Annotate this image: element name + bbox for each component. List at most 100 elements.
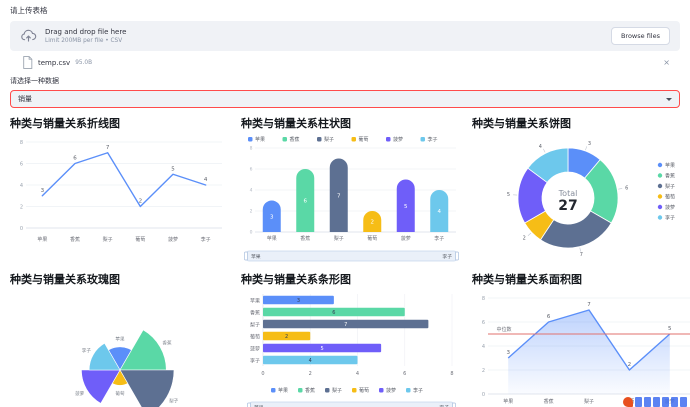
svg-text:4: 4 — [356, 371, 359, 377]
svg-text:李子: 李子 — [665, 214, 675, 221]
svg-text:梨子: 梨子 — [169, 398, 179, 405]
header: 请上传表格 Drag and drop file here Limit 200M… — [0, 0, 690, 108]
bar-chart-title: 种类与销量关系柱状图 — [241, 117, 351, 130]
line-chart-title: 种类与销量关系折线图 — [10, 117, 120, 130]
svg-text:5: 5 — [320, 346, 323, 352]
hbar-chart-title: 种类与销量关系条形图 — [241, 273, 351, 286]
svg-text:李子: 李子 — [439, 404, 449, 407]
chevron-down-icon — [666, 97, 672, 101]
svg-text:8: 8 — [250, 146, 253, 152]
rose-chart-title: 种类与销量关系玫瑰图 — [10, 273, 120, 286]
svg-text:香蕉: 香蕉 — [665, 172, 675, 179]
svg-text:梨子: 梨子 — [334, 235, 344, 242]
line-chart-cell: 种类与销量关系折线图 0 2 4 6 8 3 6 7 2 5 4 苹果 香蕉 梨子 葡萄 菠萝 李子 — [10, 115, 231, 264]
svg-text:葡萄: 葡萄 — [665, 193, 675, 200]
charts-grid: 种类与销量关系折线图 0 2 4 6 8 3 6 7 2 5 4 苹果 香蕉 梨子 葡萄 菠萝 李子 种类与销量… — [0, 108, 690, 407]
svg-text:6: 6 — [304, 199, 308, 205]
svg-text:菠萝: 菠萝 — [386, 387, 396, 394]
svg-text:梨子: 梨子 — [250, 321, 260, 328]
file-dropzone[interactable]: Drag and drop file here Limit 200MB per … — [10, 21, 680, 51]
svg-text:李子: 李子 — [442, 253, 452, 260]
line-chart-canvas[interactable]: 0 2 4 6 8 3 6 7 2 5 4 苹果 香蕉 梨子 葡萄 菠萝 李子 — [10, 132, 230, 248]
hbar-chart-canvas[interactable]: 024683苹果6香蕉7梨子2葡萄5菠萝4李子苹果香蕉梨子葡萄菠萝李子苹果李子 — [241, 288, 462, 407]
svg-text:葡萄: 葡萄 — [359, 387, 369, 394]
svg-text:7: 7 — [580, 252, 583, 258]
svg-text:2: 2 — [482, 368, 485, 374]
cloud-upload-icon — [20, 28, 37, 45]
svg-text:3: 3 — [270, 214, 274, 220]
browse-files-button[interactable]: Browse files — [610, 27, 670, 45]
svg-text:梨子: 梨子 — [324, 136, 334, 143]
dropzone-title: Drag and drop file here — [45, 28, 127, 37]
svg-text:8: 8 — [20, 140, 23, 146]
svg-text:菠萝: 菠萝 — [401, 235, 411, 242]
svg-text:5: 5 — [171, 166, 175, 172]
svg-text:5: 5 — [404, 204, 408, 210]
svg-text:香蕉: 香蕉 — [305, 387, 315, 394]
svg-text:5: 5 — [668, 326, 672, 332]
svg-text:7: 7 — [587, 302, 591, 308]
svg-text:2: 2 — [250, 209, 253, 215]
svg-text:李子: 李子 — [413, 387, 423, 394]
svg-text:葡萄: 葡萄 — [135, 236, 145, 243]
pie-chart-cell: 种类与销量关系饼图 3 6 7 2 5 4 Total 27 苹果 香蕉 梨子 葡萄 菠萝 李子 — [472, 115, 690, 264]
select-label: 请选择一种数据 — [10, 77, 59, 85]
svg-text:7: 7 — [106, 145, 110, 151]
upload-label: 请上传表格 — [10, 6, 48, 15]
svg-text:葡萄: 葡萄 — [115, 390, 125, 397]
svg-text:李子: 李子 — [434, 235, 444, 242]
svg-text:菠萝: 菠萝 — [168, 236, 178, 243]
svg-text:苹果: 苹果 — [254, 404, 264, 407]
remove-file-icon[interactable]: × — [663, 57, 670, 67]
data-select[interactable]: 销量 — [10, 90, 680, 108]
svg-text:李子: 李子 — [428, 136, 438, 143]
svg-text:菠萝: 菠萝 — [250, 345, 260, 352]
svg-text:李子: 李子 — [82, 347, 92, 354]
svg-text:0: 0 — [482, 392, 485, 398]
svg-text:3: 3 — [588, 141, 591, 147]
svg-text:李子: 李子 — [201, 236, 211, 243]
svg-text:27: 27 — [558, 198, 577, 214]
svg-text:2: 2 — [285, 334, 288, 340]
svg-text:香蕉: 香蕉 — [544, 398, 554, 405]
svg-text:苹果: 苹果 — [251, 253, 261, 260]
svg-text:香蕉: 香蕉 — [162, 339, 172, 346]
uploaded-file-size: 95.0B — [75, 59, 93, 66]
svg-text:6: 6 — [625, 186, 628, 192]
svg-text:梨子: 梨子 — [103, 236, 113, 243]
svg-text:6: 6 — [20, 161, 23, 167]
svg-text:葡萄: 葡萄 — [359, 136, 369, 143]
area-chart-canvas[interactable]: 02468中位数36725苹果香蕉梨子葡萄菠萝苹果菠萝 — [472, 288, 690, 407]
svg-text:6: 6 — [482, 320, 485, 326]
svg-text:菠萝: 菠萝 — [665, 398, 675, 405]
file-icon — [22, 56, 33, 69]
svg-text:Total: Total — [558, 189, 578, 198]
svg-text:0: 0 — [261, 371, 264, 377]
svg-text:5: 5 — [507, 192, 510, 198]
svg-text:6: 6 — [403, 371, 406, 377]
uploaded-file-row: temp.csv 95.0B × — [10, 51, 680, 69]
svg-text:4: 4 — [482, 344, 485, 350]
svg-text:香蕉: 香蕉 — [250, 309, 260, 316]
svg-text:中位数: 中位数 — [496, 326, 511, 333]
svg-text:2: 2 — [523, 235, 526, 241]
svg-text:苹果: 苹果 — [665, 162, 675, 169]
uploaded-file-name: temp.csv — [38, 58, 71, 67]
svg-text:梨子: 梨子 — [665, 183, 675, 190]
svg-text:4: 4 — [438, 209, 442, 215]
rose-chart-canvas[interactable]: 苹果香蕉梨子葡萄菠萝李子苹果香蕉梨子葡萄菠萝李子 — [10, 288, 231, 407]
bar-chart-cell: 种类与销量关系柱状图 苹果 香蕉 梨子 葡萄 菠萝 李子 0 2 4 6 8 3 苹果 6 香蕉 7 梨子 2 葡萄… — [241, 115, 462, 264]
svg-text:2: 2 — [628, 362, 632, 368]
svg-text:菠萝: 菠萝 — [393, 136, 403, 143]
dropzone-limit: Limit 200MB per file • CSV — [45, 37, 123, 44]
svg-text:6: 6 — [250, 167, 253, 173]
svg-text:4: 4 — [20, 183, 23, 189]
svg-text:7: 7 — [344, 322, 347, 328]
svg-text:4: 4 — [204, 177, 208, 183]
svg-text:3: 3 — [297, 298, 300, 304]
svg-text:菠萝: 菠萝 — [75, 390, 85, 397]
watermark — [623, 397, 687, 407]
